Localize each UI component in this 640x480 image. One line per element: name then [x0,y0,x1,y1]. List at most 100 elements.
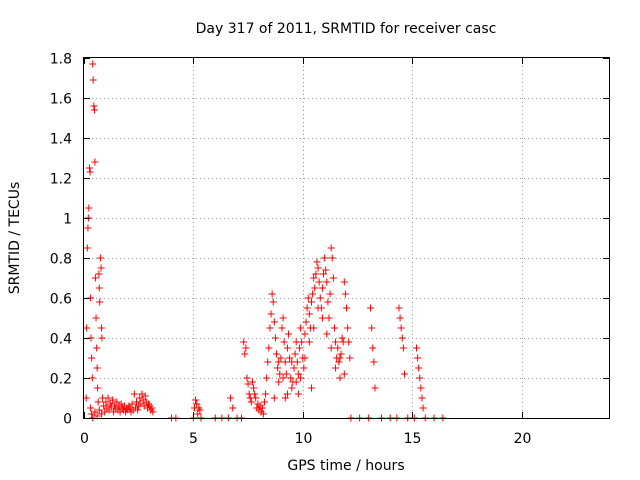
data-point [258,404,266,412]
data-point [133,398,140,406]
data-point [318,284,326,292]
y-axis-label: SRMTID / TECUs [7,182,23,295]
y-tick-label: 1.6 [50,92,72,108]
data-point [320,270,328,278]
data-point [90,102,98,110]
data-point [244,380,252,388]
data-point [399,344,407,352]
data-point [83,324,91,332]
y-tick-label: 0 [63,412,72,428]
data-point [303,304,311,312]
data-point [281,394,289,402]
points-layer [82,60,447,422]
data-point [323,278,331,286]
data-point [250,384,258,392]
data-point [368,324,376,332]
data-point [304,294,312,302]
data-point [95,270,103,278]
x-axis-label: GPS time / hours [287,458,404,474]
tick-labels-layer: 0 0.2 0.4 0.6 0.8 1 1.2 1.4 1.6 1.8 0 5 10 15 20 [50,52,532,448]
data-point [227,394,235,402]
data-point [332,364,340,372]
plot-frame [83,57,610,419]
data-point [328,254,336,262]
data-point [310,324,318,332]
data-point [344,324,352,332]
data-point [242,344,250,352]
data-point [416,374,424,382]
data-point [396,314,404,322]
data-point [318,314,326,322]
data-point [265,344,273,352]
data-point [141,392,149,400]
data-point [414,354,422,362]
y-tick-label: 0.2 [50,372,72,388]
data-point [101,408,109,416]
data-point [283,390,291,398]
data-point [415,364,423,372]
data-point [148,404,156,412]
data-point [271,334,279,342]
data-point [95,284,103,292]
data-point [91,408,99,416]
data-point [252,394,260,402]
data-point [322,266,330,274]
data-point [281,358,289,366]
data-point [302,318,310,326]
data-point [301,354,309,362]
data-point [397,324,405,332]
data-point [340,370,348,378]
data-point [83,244,91,252]
data-point [279,374,287,382]
data-point [286,354,294,362]
data-point [91,274,99,282]
data-point [89,60,97,68]
data-point [89,76,97,84]
data-point [292,378,300,386]
data-point [85,164,93,172]
data-point [96,298,104,306]
y-tick-label: 1.8 [50,52,72,68]
data-point [104,394,112,402]
data-point [229,404,237,412]
data-point [287,374,295,382]
data-point [247,398,255,406]
data-point [276,370,284,378]
data-point [128,400,136,408]
data-point [305,310,313,318]
data-point [96,254,104,262]
data-point [336,374,344,382]
data-point [308,298,315,306]
data-point [134,406,142,414]
data-point [285,330,293,338]
data-point [305,338,313,346]
data-point [298,338,306,346]
data-point [324,298,332,306]
data-point [294,390,302,398]
data-point [243,374,251,382]
data-point [294,370,302,378]
y-tick-label: 1.4 [50,132,72,148]
data-point [300,364,308,372]
data-point [260,398,268,406]
data-point [398,334,406,342]
data-point [266,324,274,332]
data-point [316,294,324,302]
data-point [85,204,93,212]
data-point [241,350,249,358]
data-point [311,284,319,292]
data-point [98,324,105,332]
data-point [310,274,318,282]
data-point [93,344,101,352]
data-point [290,364,298,372]
data-point [102,398,110,406]
data-point [283,344,291,352]
data-point [274,364,282,372]
data-point [248,378,256,386]
data-point [92,314,100,322]
data-point [314,304,322,312]
data-point [268,290,276,298]
data-point [314,264,322,272]
data-point [395,304,403,312]
data-point [97,264,105,272]
